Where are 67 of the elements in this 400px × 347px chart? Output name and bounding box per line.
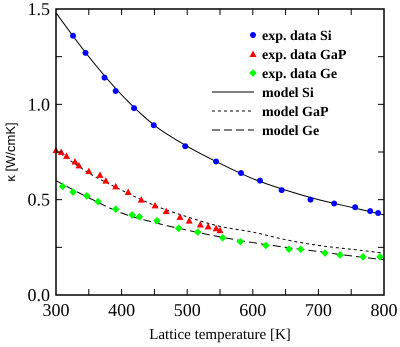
point [94, 198, 102, 206]
legend-label: exp. data Ge [262, 67, 338, 82]
point [182, 143, 188, 150]
point [296, 245, 304, 254]
point [367, 208, 374, 214]
point [376, 253, 384, 261]
point [96, 171, 104, 178]
point [112, 88, 119, 94]
y-tick-label: 0.5 [28, 190, 50, 210]
point [278, 187, 285, 194]
point [72, 158, 79, 165]
point [75, 162, 82, 168]
point [136, 213, 144, 221]
x-tick-label: 800 [370, 300, 398, 320]
legend-label: exp. data Si [262, 29, 332, 44]
point [204, 222, 212, 230]
point [308, 196, 314, 203]
point [82, 50, 89, 56]
y-tick-label: 1.5 [28, 0, 50, 19]
point [352, 204, 358, 210]
point [128, 211, 136, 219]
point [174, 224, 182, 232]
legend-label: model Ge [262, 124, 320, 139]
point [83, 192, 91, 200]
legend-label: model Si [262, 86, 314, 101]
x-tick-label: 600 [239, 300, 266, 320]
x-tick-label: 400 [108, 300, 136, 320]
legend-label: model GaP [262, 105, 329, 120]
point [62, 152, 70, 159]
point [69, 188, 77, 196]
x-tick-label: 500 [174, 300, 201, 320]
point [102, 177, 110, 184]
x-axis-title: Lattice temperature [K] [149, 327, 291, 343]
legend-label: exp. data GaP [262, 48, 347, 63]
y-axis-title: κ [W/cmK] [3, 122, 18, 182]
point [152, 202, 159, 208]
point [131, 105, 138, 112]
point [194, 228, 202, 236]
point [238, 170, 244, 176]
point [162, 208, 170, 214]
point [257, 178, 264, 184]
point [112, 205, 120, 213]
point [375, 210, 382, 216]
point [150, 122, 157, 128]
point [218, 234, 226, 242]
point [262, 242, 270, 250]
point [359, 253, 367, 261]
point [216, 226, 224, 234]
point [213, 158, 220, 165]
point [331, 200, 338, 206]
point [85, 168, 92, 174]
y-tick-label: 1.0 [28, 94, 50, 114]
point [285, 245, 293, 254]
point [70, 32, 76, 39]
point [138, 196, 145, 203]
point [124, 188, 132, 196]
point [196, 220, 204, 228]
point [236, 238, 244, 246]
point [102, 74, 108, 81]
point [336, 251, 344, 259]
point [186, 217, 193, 224]
point [176, 213, 184, 220]
point [112, 182, 120, 190]
point [153, 216, 161, 224]
x-tick-label: 700 [304, 300, 332, 320]
point [321, 249, 329, 257]
point [58, 182, 66, 190]
